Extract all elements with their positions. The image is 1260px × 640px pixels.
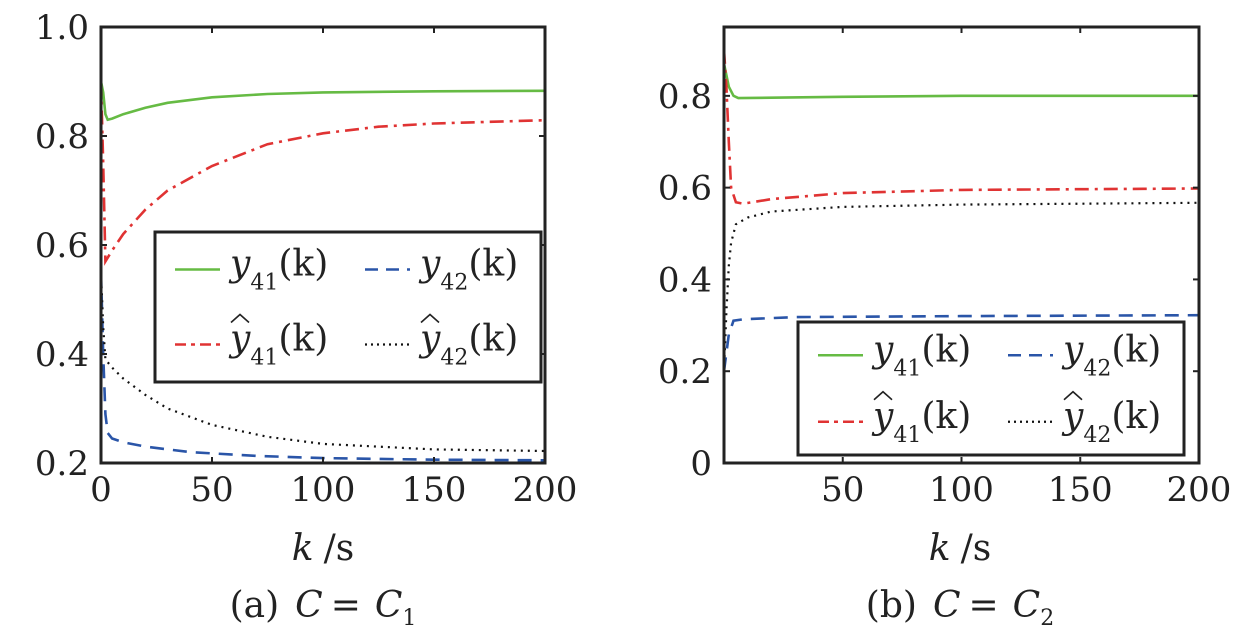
caption-var: C — [933, 585, 961, 626]
x-tick-label: 200 — [513, 470, 578, 510]
y-tick-label: 0.8 — [35, 117, 89, 157]
legend-arg: (k) — [278, 319, 328, 360]
legend-symbol: y — [228, 244, 251, 285]
legend: y41(k) y42(k)y41(k) y42(k) — [153, 230, 543, 384]
series-line-y41k — [101, 81, 545, 122]
legend-box — [153, 230, 543, 384]
legend-sub: 41 — [893, 423, 921, 448]
x-tick-label: 100 — [929, 470, 994, 510]
legend-symbol: y — [228, 319, 251, 360]
x-tick-label: 50 — [821, 470, 864, 510]
caption-prefix: (a) — [230, 585, 280, 626]
x-axis-label-unit: /s — [324, 528, 355, 569]
legend-label: y41(k) — [228, 244, 328, 296]
x-tick-label: 0 — [90, 470, 112, 510]
legend-label: y41(k) — [871, 329, 971, 381]
legend-arg: (k) — [1111, 329, 1161, 370]
legend-sub: 41 — [250, 271, 278, 296]
y-tick-label: 0.6 — [35, 226, 89, 266]
hat-accent-icon — [420, 313, 440, 324]
legend-label: y41(k) — [871, 396, 971, 448]
subplot-caption: (b) C = C2 — [866, 585, 1054, 631]
x-tick-label: 150 — [402, 470, 467, 510]
legend-arg: (k) — [468, 244, 518, 285]
legend-label: y42(k) — [418, 244, 518, 296]
caption-rhs-sub: 1 — [402, 606, 416, 631]
y-tick-label: 0.4 — [658, 260, 712, 300]
legend-symbol: y — [871, 396, 894, 437]
series-line-y42k — [724, 313, 1199, 372]
hat-accent-icon — [873, 390, 893, 401]
caption-rhs: C — [375, 585, 403, 626]
x-tick-label: 100 — [291, 470, 356, 510]
x-tick-label: 150 — [1048, 470, 1113, 510]
series-line-41k-hat — [724, 49, 1199, 206]
x-axis-label-unit: /s — [961, 528, 992, 569]
caption-rhs-sub: 2 — [1040, 606, 1054, 631]
y-tick-label: 0.4 — [35, 335, 89, 375]
hat-accent-icon — [1063, 390, 1083, 401]
y-tick-label: 0 — [690, 444, 712, 484]
y-tick-label: 0.2 — [35, 444, 89, 484]
legend-arg: (k) — [921, 396, 971, 437]
hat-accent-icon — [230, 313, 250, 324]
legend-sub: 42 — [1083, 356, 1111, 381]
series-line-y42k — [101, 272, 545, 462]
series-line-y41k — [724, 63, 1199, 100]
legend-arg: (k) — [468, 319, 518, 360]
series-line-42k-hat — [724, 201, 1199, 372]
y-tick-label: 0.2 — [658, 352, 712, 392]
subplot-caption: (a) C = C1 — [230, 585, 417, 631]
x-axis-label-var: k — [929, 528, 951, 569]
legend-sub: 42 — [440, 271, 468, 296]
series-line-41k-hat — [101, 81, 545, 266]
legend-label: y41(k) — [228, 319, 328, 371]
legend-sub: 42 — [1083, 423, 1111, 448]
x-axis-label-var: k — [292, 528, 314, 569]
legend-sub: 41 — [250, 346, 278, 371]
legend-label: y42(k) — [1061, 396, 1161, 448]
x-tick-label: 50 — [190, 470, 233, 510]
y-tick-label: 0.6 — [658, 169, 712, 209]
legend-label: y42(k) — [1061, 329, 1161, 381]
legend-symbol: y — [871, 329, 894, 370]
legend-sub: 41 — [893, 356, 921, 381]
legend: y41(k) y42(k)y41(k) y42(k) — [796, 320, 1186, 457]
legend-arg: (k) — [921, 329, 971, 370]
legend-arg: (k) — [1111, 396, 1161, 437]
legend-box — [796, 320, 1186, 457]
caption-rhs: C — [1013, 585, 1041, 626]
y-tick-label: 1.0 — [35, 8, 89, 48]
caption-eq: = — [968, 585, 998, 626]
legend-sub: 42 — [440, 346, 468, 371]
x-axis-label: k/s — [929, 528, 991, 569]
caption-prefix: (b) — [866, 585, 917, 626]
legend-symbol: y — [418, 244, 441, 285]
legend-symbol: y — [1061, 329, 1084, 370]
legend-label: y42(k) — [418, 319, 518, 371]
legend-symbol: y — [418, 319, 441, 360]
y-tick-label: 0.8 — [658, 77, 712, 117]
caption-var: C — [295, 585, 323, 626]
caption-eq: = — [331, 585, 361, 626]
legend-symbol: y — [1061, 396, 1084, 437]
x-axis-label: k/s — [292, 528, 354, 569]
x-tick-label: 200 — [1167, 470, 1232, 510]
legend-arg: (k) — [278, 244, 328, 285]
